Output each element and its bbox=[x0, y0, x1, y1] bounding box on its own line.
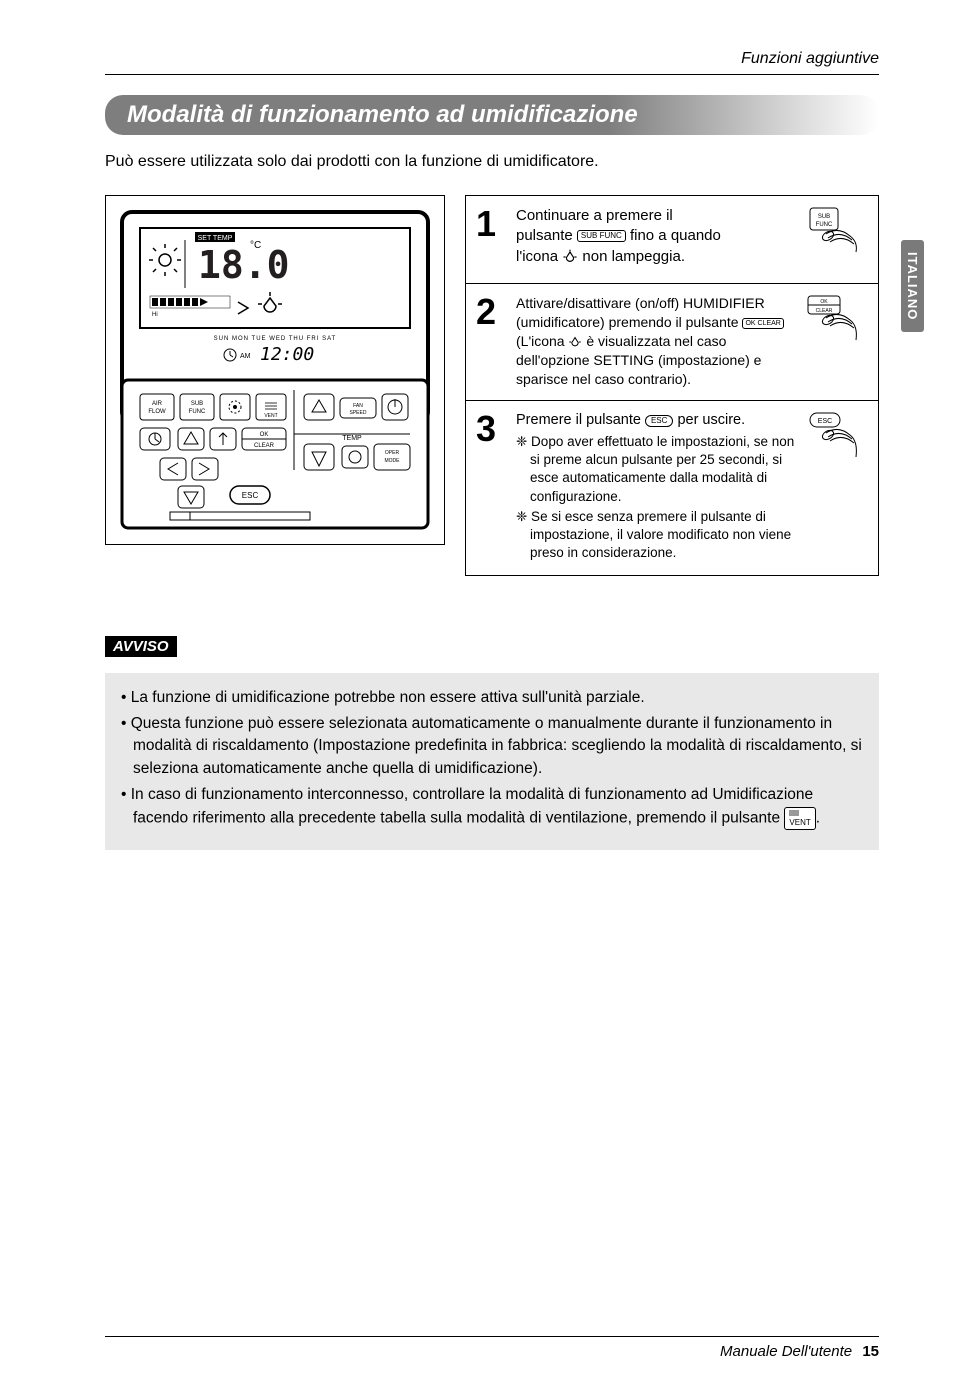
text: Continuare a premere il bbox=[516, 207, 673, 224]
svg-text:°C: °C bbox=[250, 240, 261, 251]
avviso-item: Questa funzione può essere selezionata a… bbox=[121, 713, 863, 780]
page-title: Modalità di funzionamento ad umidificazi… bbox=[105, 95, 879, 135]
svg-text:SET TEMP: SET TEMP bbox=[198, 235, 233, 242]
humidity-icon bbox=[568, 335, 582, 349]
main-content-row: SET TEMP 18.0 °C Hi bbox=[105, 195, 879, 576]
svg-text:ESC: ESC bbox=[818, 418, 832, 425]
text: (umidificatore) premendo il pulsante bbox=[516, 314, 739, 330]
text: Attivare/disattivare (on/off) HUMIDIFIER bbox=[516, 295, 765, 311]
page-number: 15 bbox=[862, 1343, 879, 1360]
svg-text:12:00: 12:00 bbox=[260, 344, 314, 365]
section-header: Funzioni aggiuntive bbox=[105, 50, 879, 75]
svg-text:OK: OK bbox=[260, 432, 269, 438]
footer: Manuale Dell'utente 15 bbox=[105, 1336, 879, 1360]
avviso-box: La funzione di umidificazione potrebbe n… bbox=[105, 673, 879, 850]
step-thumb: SUB FUNC bbox=[806, 206, 868, 271]
svg-text:CLEAR: CLEAR bbox=[254, 443, 275, 449]
step-2: 2 Attivare/disattivare (on/off) HUMIDIFI… bbox=[466, 284, 878, 401]
note: ❈ Dopo aver effettuato le impostazioni, … bbox=[516, 433, 796, 506]
vent-button-icon: VENT bbox=[784, 807, 815, 830]
steps-box: 1 Continuare a premere il pulsante SUB F… bbox=[465, 195, 879, 576]
step-3: 3 Premere il pulsante ESC per uscire. ❈ … bbox=[466, 401, 878, 574]
text: pulsante bbox=[516, 227, 573, 244]
avviso-item: In caso di funzionamento interconnesso, … bbox=[121, 784, 863, 830]
svg-text:VENT: VENT bbox=[264, 413, 277, 419]
text: Premere il pulsante bbox=[516, 412, 641, 428]
intro-text: Può essere utilizzata solo dai prodotti … bbox=[105, 153, 879, 171]
text: (L'icona bbox=[516, 333, 565, 349]
step-number: 2 bbox=[476, 294, 506, 330]
step-1: 1 Continuare a premere il pulsante SUB F… bbox=[466, 196, 878, 284]
esc-button-icon: ESC bbox=[645, 415, 673, 427]
svg-text:AM: AM bbox=[240, 353, 251, 360]
title-wrap: Modalità di funzionamento ad umidificazi… bbox=[105, 95, 879, 135]
svg-text:OK: OK bbox=[820, 299, 828, 305]
svg-text:FUNC: FUNC bbox=[816, 222, 833, 228]
step-body: Premere il pulsante ESC per uscire. ❈ Do… bbox=[516, 411, 796, 562]
step-body: Continuare a premere il pulsante SUB FUN… bbox=[516, 206, 796, 267]
humidity-icon bbox=[562, 249, 578, 265]
svg-text:SUB: SUB bbox=[191, 401, 203, 407]
svg-text:OPER: OPER bbox=[385, 450, 400, 456]
text: per uscire. bbox=[677, 412, 745, 428]
svg-text:SUB: SUB bbox=[818, 214, 830, 220]
footer-label: Manuale Dell'utente bbox=[720, 1343, 852, 1360]
step-thumb: ESC bbox=[806, 411, 868, 476]
remote-figure: SET TEMP 18.0 °C Hi bbox=[105, 195, 445, 545]
svg-text:SPEED: SPEED bbox=[350, 410, 367, 416]
svg-text:TEMP: TEMP bbox=[342, 435, 362, 442]
step-number: 1 bbox=[476, 206, 506, 242]
sub-func-button-icon: SUB FUNC bbox=[577, 230, 626, 242]
avviso-tag: AVVISO bbox=[105, 636, 177, 657]
avviso-section: AVVISO La funzione di umidificazione pot… bbox=[105, 636, 879, 850]
text: l'icona bbox=[516, 248, 558, 265]
step-thumb: OK CLEAR bbox=[806, 294, 868, 359]
remote-svg: SET TEMP 18.0 °C Hi bbox=[120, 210, 430, 530]
text: sparisce nel caso contrario). bbox=[516, 371, 691, 387]
svg-text:Hi: Hi bbox=[152, 312, 158, 318]
text: è visualizzata nel caso bbox=[586, 333, 726, 349]
text: non lampeggia. bbox=[582, 248, 685, 265]
svg-text:FAN: FAN bbox=[353, 403, 363, 409]
svg-text:AIR: AIR bbox=[152, 401, 163, 407]
page: Funzioni aggiuntive Modalità di funziona… bbox=[0, 0, 954, 1400]
svg-text:MODE: MODE bbox=[385, 458, 401, 464]
svg-text:ESC: ESC bbox=[242, 491, 259, 500]
step-body: Attivare/disattivare (on/off) HUMIDIFIER… bbox=[516, 294, 796, 388]
svg-text:SUN MON TUE WED THU FRI SAT: SUN MON TUE WED THU FRI SAT bbox=[214, 336, 337, 342]
svg-text:18.0: 18.0 bbox=[198, 243, 290, 287]
avviso-item: La funzione di umidificazione potrebbe n… bbox=[121, 687, 863, 709]
text: In caso di funzionamento interconnesso, … bbox=[131, 786, 813, 826]
svg-text:FUNC: FUNC bbox=[189, 409, 206, 415]
note: ❈ Se si esce senza premere il pulsante d… bbox=[516, 508, 796, 563]
ok-clear-button-icon: OK CLEAR bbox=[742, 318, 783, 329]
svg-text:CLEAR: CLEAR bbox=[816, 308, 833, 314]
text: fino a quando bbox=[630, 227, 721, 244]
step-number: 3 bbox=[476, 411, 506, 447]
text: dell'opzione SETTING (impostazione) e bbox=[516, 352, 761, 368]
svg-text:FLOW: FLOW bbox=[148, 409, 166, 415]
